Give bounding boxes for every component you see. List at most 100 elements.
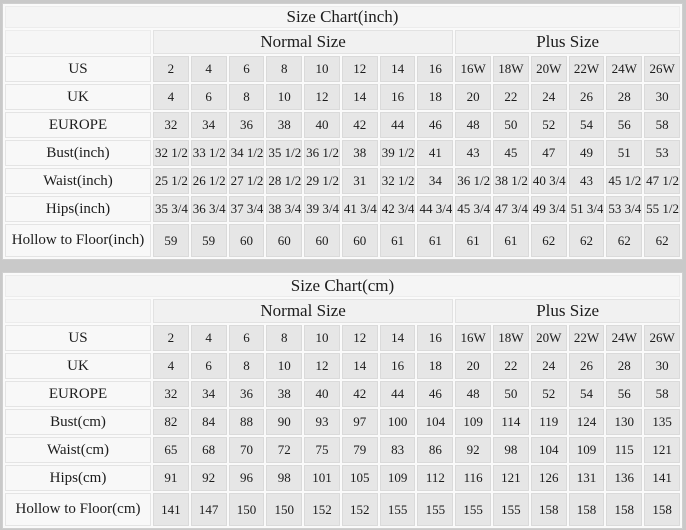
row-label: US [5,325,151,351]
size-value-cell: 92 [455,437,492,463]
table-title-row: Size Chart(inch) [5,6,680,28]
corner-cell [5,299,151,323]
size-value-cell: 20 [455,353,492,379]
size-value-cell: 16 [379,84,416,110]
size-value-cell: 60 [266,224,303,257]
size-group-row: Normal Size Plus Size [5,30,680,54]
size-value-cell: 62 [568,224,605,257]
size-value-cell: 27 1/2 [228,168,265,194]
size-value-cell: 121 [493,465,529,491]
table-row: UK 4 6 8 10 12 14 16 18 20 22 24 26 28 30 [5,84,680,110]
size-value-cell: 22W [568,56,605,82]
size-value-cell: 62 [606,224,643,257]
size-value-cell: 4 [153,84,189,110]
size-value-cell: 58 [644,112,680,138]
size-value-cell: 47 1/2 [644,168,680,194]
size-value-cell: 72 [266,437,303,463]
row-label: Waist(inch) [5,168,151,194]
size-value-cell: 28 [606,84,643,110]
size-value-cell: 37 3/4 [228,196,265,222]
row-label: Bust(inch) [5,140,151,166]
size-value-cell: 28 1/2 [266,168,303,194]
size-value-cell: 150 [228,493,265,526]
row-label: Waist(cm) [5,437,151,463]
row-label: EUROPE [5,112,151,138]
size-value-cell: 36 3/4 [190,196,227,222]
size-value-cell: 18W [493,325,529,351]
row-label: Hollow to Floor(cm) [5,493,151,526]
size-value-cell: 20 [455,84,492,110]
size-value-cell: 152 [341,493,378,526]
size-value-cell: 28 [606,353,643,379]
size-value-cell: 44 3/4 [417,196,454,222]
size-value-cell: 135 [644,409,680,435]
size-value-cell: 158 [606,493,643,526]
size-value-cell: 104 [417,409,454,435]
size-value-cell: 109 [379,465,416,491]
size-value-cell: 41 [417,140,454,166]
size-value-cell: 136 [606,465,643,491]
table-row: Waist(cm) 65 68 70 72 75 79 83 86 92 98 104 109 115 12… [5,437,680,463]
size-value-cell: 26 [568,84,605,110]
size-value-cell: 158 [530,493,567,526]
size-value-cell: 8 [266,56,303,82]
size-value-cell: 34 [190,112,227,138]
size-value-cell: 32 1/2 [153,140,189,166]
size-value-cell: 59 [190,224,227,257]
size-value-cell: 53 3/4 [606,196,643,222]
size-value-cell: 54 [568,112,605,138]
size-value-cell: 48 [455,112,492,138]
size-value-cell: 43 [568,168,605,194]
size-value-cell: 31 [341,168,378,194]
row-label: EUROPE [5,381,151,407]
size-value-cell: 45 3/4 [455,196,492,222]
normal-size-header: Normal Size [153,30,454,54]
table-row: EUROPE 32 34 36 38 40 42 44 46 48 50 52 54 56 58 [5,112,680,138]
size-value-cell: 36 [228,112,265,138]
size-value-cell: 12 [304,84,340,110]
size-value-cell: 116 [455,465,492,491]
size-value-cell: 44 [379,381,416,407]
size-value-cell: 109 [455,409,492,435]
size-value-cell: 101 [304,465,340,491]
size-value-cell: 4 [153,353,189,379]
size-value-cell: 8 [228,84,265,110]
size-value-cell: 36 [228,381,265,407]
size-value-cell: 100 [379,409,416,435]
size-value-cell: 147 [190,493,227,526]
table-row: Hips(inch) 35 3/4 36 3/4 37 3/4 38 3/4 39 3/4… [5,196,680,222]
size-value-cell: 105 [341,465,378,491]
table-row: UK 4 6 8 10 12 14 16 18 20 22 24 26 28 30 [5,353,680,379]
size-value-cell: 32 [153,112,189,138]
size-value-cell: 10 [266,353,303,379]
size-value-cell: 38 [266,112,303,138]
size-value-cell: 46 [417,112,454,138]
table-title-row: Size Chart(cm) [5,275,680,297]
size-value-cell: 83 [379,437,416,463]
table-row: Hips(cm) 91 92 96 98 101 105 109 112 116 121 126 131… [5,465,680,491]
size-value-cell: 16W [455,56,492,82]
size-value-cell: 20W [530,56,567,82]
size-value-cell: 44 [379,112,416,138]
table-row: Bust(inch) 32 1/2 33 1/2 34 1/2 35 1/2 36 1/2… [5,140,680,166]
size-value-cell: 158 [568,493,605,526]
size-value-cell: 155 [417,493,454,526]
size-value-cell: 42 [341,381,378,407]
size-value-cell: 10 [304,325,340,351]
size-value-cell: 98 [266,465,303,491]
size-group-row: Normal Size Plus Size [5,299,680,323]
size-chart-inch-table: Size Chart(inch) Normal Size Plus Size US 2 4… [2,3,683,260]
size-value-cell: 158 [644,493,680,526]
size-value-cell: 14 [341,353,378,379]
size-value-cell: 62 [644,224,680,257]
size-value-cell: 38 [341,140,378,166]
size-value-cell: 10 [304,56,340,82]
size-value-cell: 61 [417,224,454,257]
normal-size-header: Normal Size [153,299,454,323]
size-value-cell: 6 [228,56,265,82]
size-value-cell: 131 [568,465,605,491]
row-label: UK [5,353,151,379]
size-value-cell: 16 [379,353,416,379]
size-value-cell: 8 [228,353,265,379]
size-value-cell: 115 [606,437,643,463]
